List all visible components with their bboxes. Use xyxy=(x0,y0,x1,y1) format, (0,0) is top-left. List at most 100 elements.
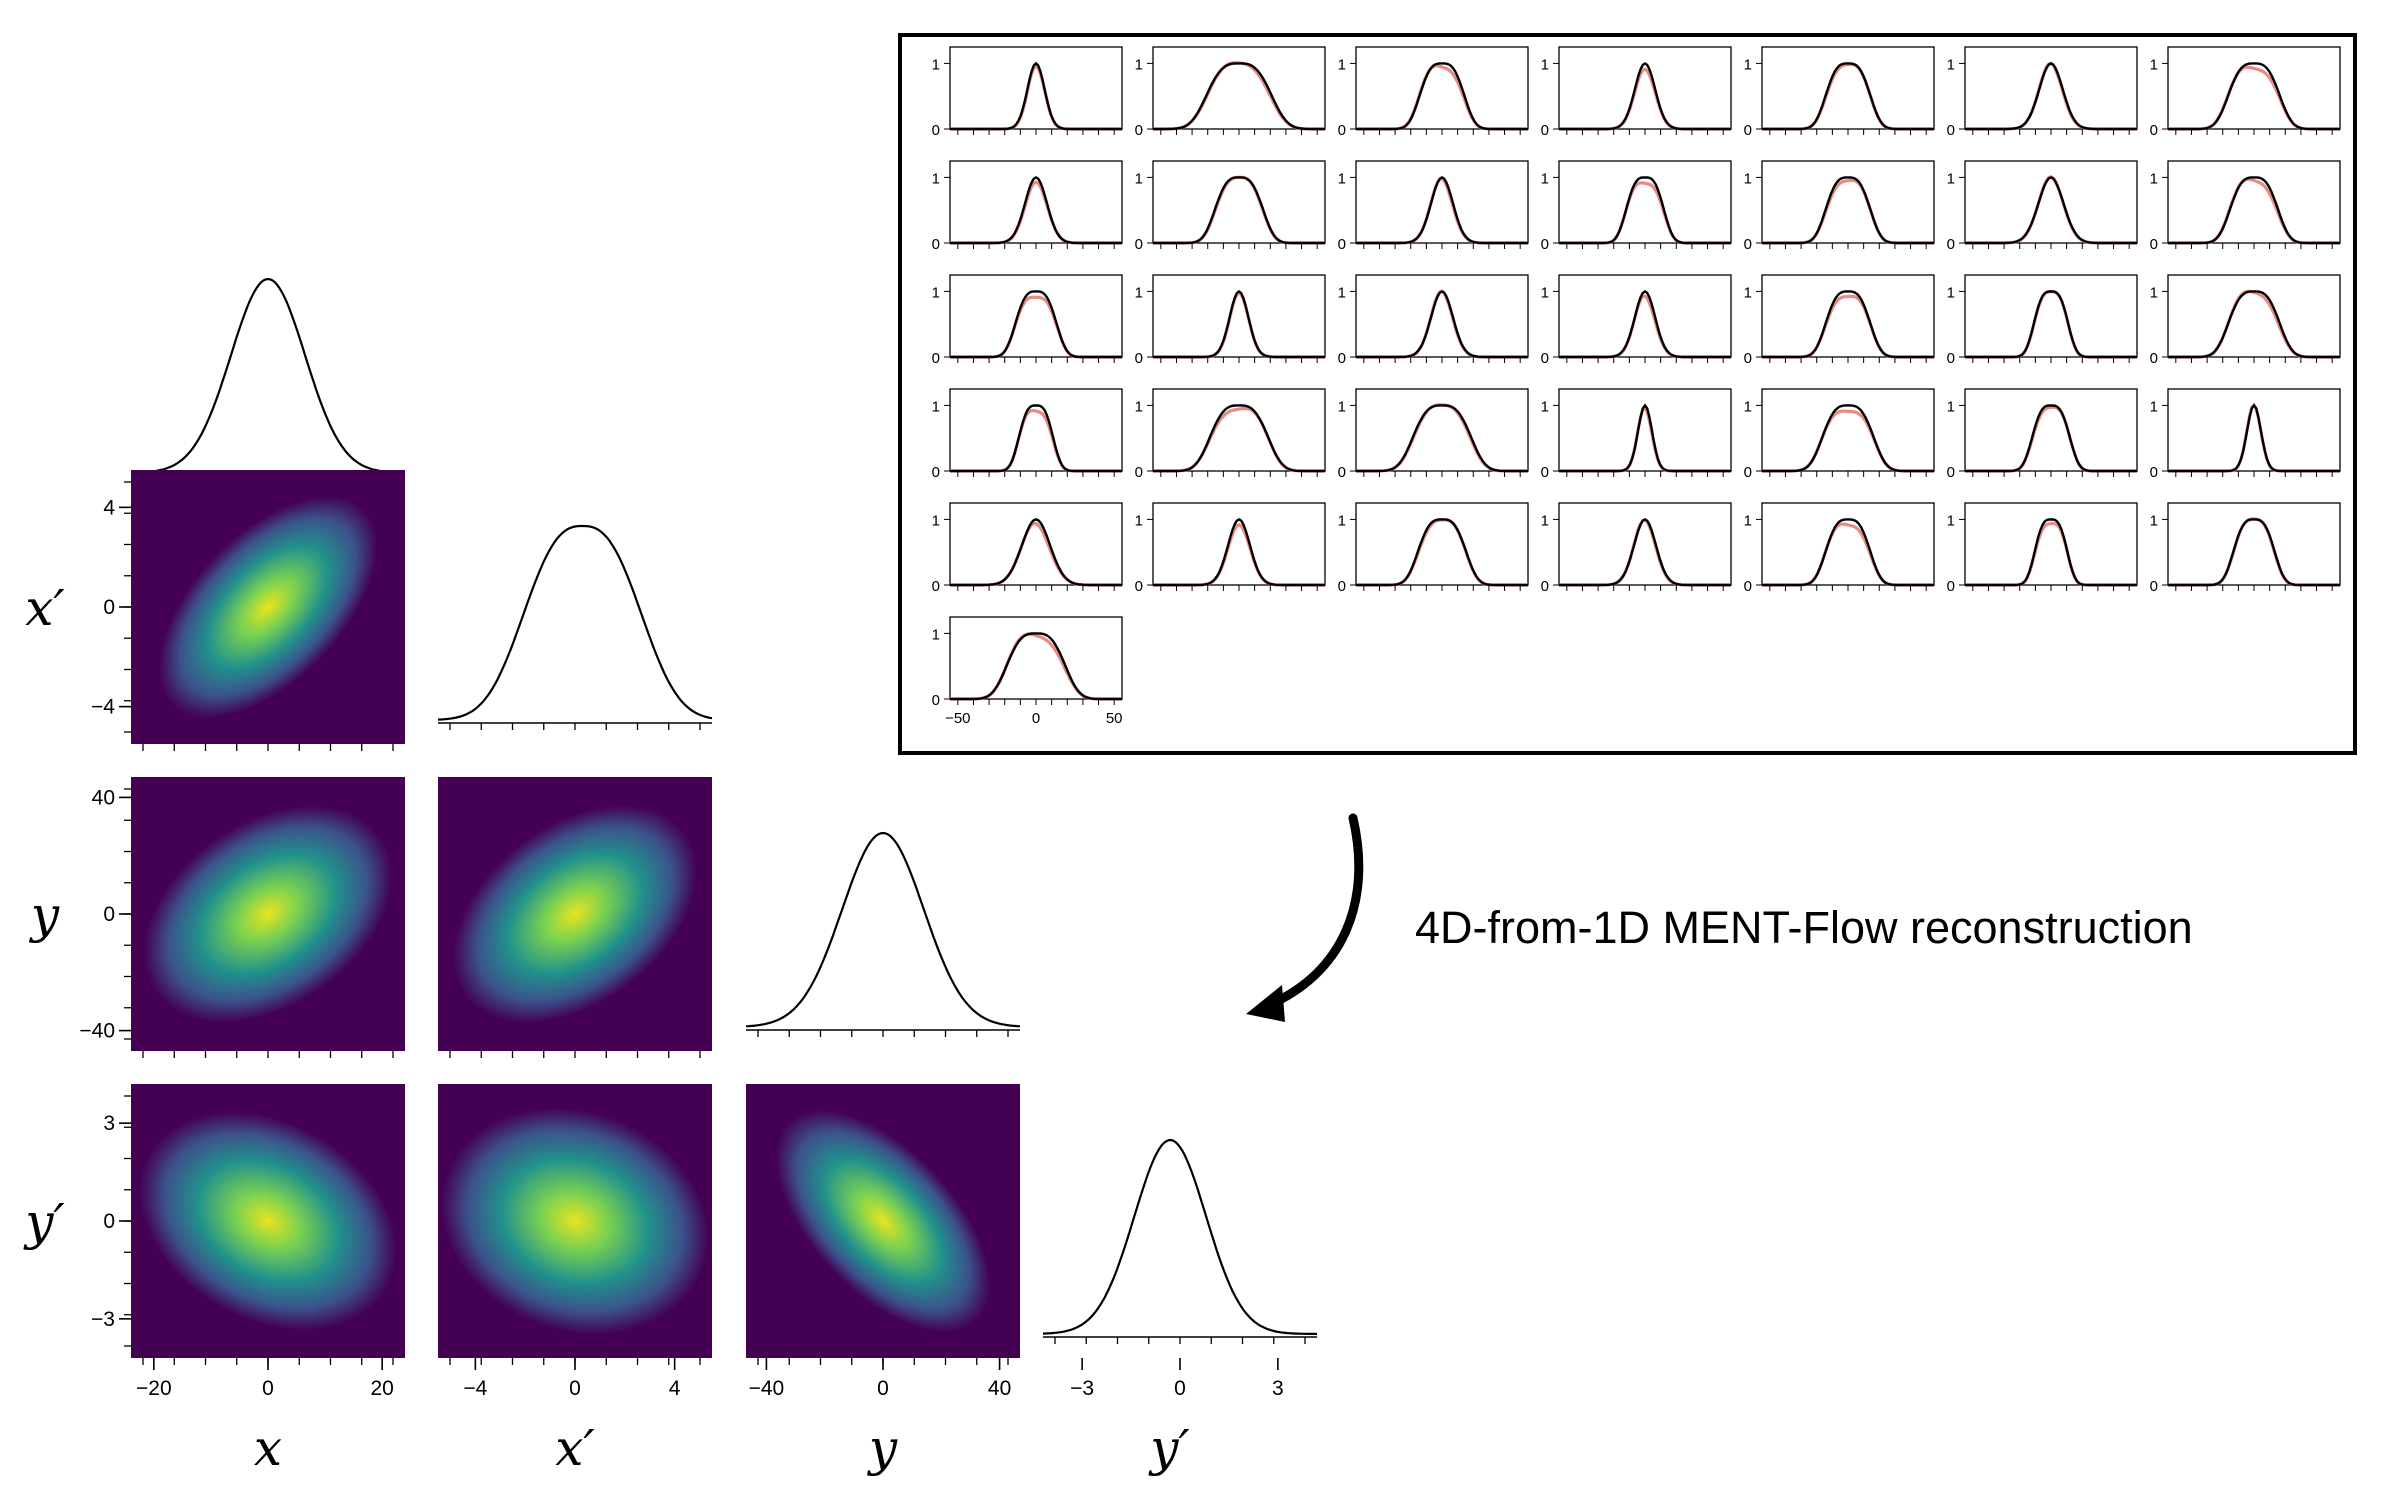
profile-frame xyxy=(1152,160,1326,244)
profile-y-tick-label: 1 xyxy=(1338,512,1346,529)
row-label-xp: x′ xyxy=(25,579,65,637)
profile-y-tick-label: 1 xyxy=(932,170,940,187)
profile-y-tick-label: 0 xyxy=(1338,236,1346,253)
profile-y-tick-label: 0 xyxy=(1744,350,1752,367)
x-tick-label: 20 xyxy=(370,1377,393,1400)
profile-y-tick-label: 1 xyxy=(1135,398,1143,415)
profile-y-tick-label: 1 xyxy=(1338,170,1346,187)
profile-y-tick-label: 0 xyxy=(1744,464,1752,481)
profile-reconstructed-line xyxy=(1356,404,1528,473)
profile-y-tick-label: 0 xyxy=(1338,350,1346,367)
profile-y-tick-label: 1 xyxy=(1338,398,1346,415)
profile-y-tick-label: 1 xyxy=(932,56,940,73)
profile-frame xyxy=(1964,160,2138,244)
profile-reconstructed-line xyxy=(2168,518,2340,587)
profiles-panel-border xyxy=(898,33,2357,755)
profile-y-tick-label: 0 xyxy=(932,464,940,481)
profile-y-tick-label: 1 xyxy=(1947,56,1955,73)
profile-y-tick-label: 0 xyxy=(1541,236,1549,253)
heatmap-yp-vs-y xyxy=(746,1084,1020,1358)
profile-y-tick-label: 0 xyxy=(2150,236,2158,253)
profile-x-tick-label: 0 xyxy=(1032,710,1040,727)
y-tick-label: 40 xyxy=(92,786,115,809)
profile-reconstructed-line xyxy=(1559,403,1731,473)
profile-y-tick-label: 1 xyxy=(1947,170,1955,187)
profile-y-tick-label: 0 xyxy=(1541,578,1549,595)
profile-y-tick-label: 0 xyxy=(2150,464,2158,481)
col-label-yp: y′ xyxy=(1148,1419,1190,1477)
profile-y-tick-label: 1 xyxy=(1135,284,1143,301)
profile-y-tick-label: 1 xyxy=(1947,512,1955,529)
profile-frame xyxy=(1152,46,1326,130)
profile-reconstructed-line xyxy=(950,290,1122,359)
profile-y-tick-label: 0 xyxy=(932,236,940,253)
profile-y-tick-label: 1 xyxy=(932,398,940,415)
profile-frame xyxy=(1152,274,1326,358)
profile-y-tick-label: 0 xyxy=(1541,122,1549,139)
profile-frame xyxy=(949,160,1123,244)
y-tick-label: 0 xyxy=(103,1210,115,1233)
profile-y-tick-label: 1 xyxy=(1541,512,1549,529)
profile-frame xyxy=(2167,46,2341,130)
profile-reconstructed-line xyxy=(1356,290,1528,359)
y-tick-label: −40 xyxy=(79,1020,115,1043)
profile-y-tick-label: 1 xyxy=(1744,56,1752,73)
profile-reconstructed-line xyxy=(950,518,1122,587)
profile-reconstructed-line xyxy=(1153,62,1325,131)
y-tick-label: 4 xyxy=(103,496,115,519)
profile-y-tick-label: 1 xyxy=(1947,398,1955,415)
profile-y-tick-label: 1 xyxy=(1135,56,1143,73)
profile-reconstructed-line xyxy=(1965,176,2137,245)
profiles-panel: 0 1 0 1 0 1 0 1 0 1 0 1 0 1 0 1 0 1 0 1 0 1 0 1 0 1 0 1 0 1 0 1 0 1 0 1 0 1 0 1… xyxy=(898,33,2357,755)
profile-frame xyxy=(2167,388,2341,472)
profile-y-tick-label: 1 xyxy=(932,626,940,643)
x-tick-label: 3 xyxy=(1272,1377,1284,1400)
profile-x-tick-label: −50 xyxy=(945,710,970,727)
heatmap-y-vs-x xyxy=(131,777,405,1051)
profile-frame xyxy=(1152,502,1326,586)
heatmap-y-vs-xp xyxy=(438,777,712,1051)
profile-y-tick-label: 1 xyxy=(2150,56,2158,73)
profile-y-tick-label: 1 xyxy=(1135,170,1143,187)
profile-reconstructed-line xyxy=(1559,289,1731,359)
profile-reconstructed-line xyxy=(1762,290,1934,359)
heatmap-yp-vs-x xyxy=(131,1084,405,1358)
profile-y-tick-label: 1 xyxy=(1541,170,1549,187)
profile-y-tick-label: 0 xyxy=(1135,236,1143,253)
profile-frame xyxy=(1558,46,1732,130)
profile-frame xyxy=(949,616,1123,700)
profile-y-tick-label: 0 xyxy=(1135,350,1143,367)
profile-y-tick-label: 0 xyxy=(932,578,940,595)
profile-reconstructed-line xyxy=(1153,289,1325,359)
profile-y-tick-label: 0 xyxy=(1947,578,1955,595)
profile-y-tick-label: 1 xyxy=(1744,512,1752,529)
heatmap-yp-vs-xp xyxy=(438,1084,712,1358)
profile-y-tick-label: 0 xyxy=(932,122,940,139)
profile-y-tick-label: 1 xyxy=(2150,170,2158,187)
profile-frame xyxy=(2167,502,2341,586)
profile-y-tick-label: 0 xyxy=(1541,464,1549,481)
profile-frame xyxy=(1355,502,1529,586)
row-label-yp: y′ xyxy=(23,1193,65,1251)
profile-y-tick-label: 1 xyxy=(2150,284,2158,301)
row-label-y: y xyxy=(29,886,60,944)
profile-frame xyxy=(1964,46,2138,130)
profile-frame xyxy=(1355,388,1529,472)
profile-reconstructed-line xyxy=(1559,176,1731,245)
profile-reconstructed-line xyxy=(950,404,1122,473)
profile-frame xyxy=(1761,160,1935,244)
col-label-x: x xyxy=(254,1419,282,1477)
profile-frame xyxy=(949,388,1123,472)
profile-frame xyxy=(1761,502,1935,586)
profile-reconstructed-line xyxy=(950,176,1122,245)
profile-reconstructed-line xyxy=(1153,404,1325,473)
profile-y-tick-label: 0 xyxy=(1338,578,1346,595)
profile-y-tick-label: 0 xyxy=(1541,350,1549,367)
profile-reconstructed-line xyxy=(1356,176,1528,245)
profile-reconstructed-line xyxy=(1153,176,1325,245)
x-tick-label: 0 xyxy=(1174,1377,1186,1400)
x-tick-label: 0 xyxy=(262,1377,274,1400)
profile-y-tick-label: 0 xyxy=(2150,350,2158,367)
